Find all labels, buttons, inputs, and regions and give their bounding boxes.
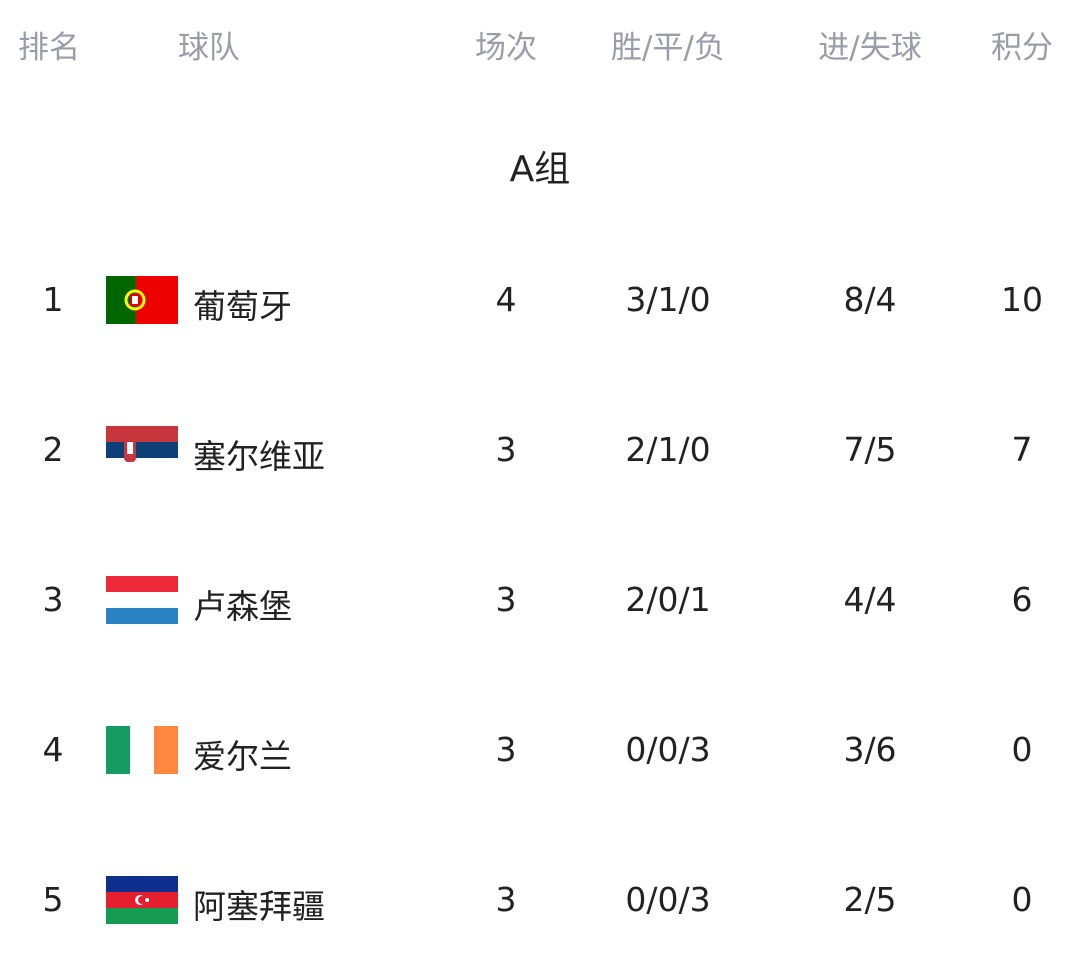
points: 6: [1011, 580, 1033, 619]
points: 7: [1011, 430, 1033, 469]
table-row[interactable]: 1 葡萄牙 4 3/1/0 8/4 10: [0, 270, 1079, 330]
rank: 5: [42, 880, 64, 919]
points: 0: [1011, 880, 1033, 919]
goals: 7/5: [843, 430, 897, 469]
played: 3: [495, 580, 517, 619]
header-wdl: 胜/平/负: [611, 30, 725, 66]
rank: 4: [42, 730, 64, 769]
header-played: 场次: [475, 30, 537, 66]
rank: 2: [42, 430, 64, 469]
team-name[interactable]: 葡萄牙: [193, 287, 292, 326]
azerbaijan-flag-icon: [106, 876, 178, 924]
team-name[interactable]: 阿塞拜疆: [193, 887, 325, 926]
table-row[interactable]: 2 塞尔维亚 3 2/1/0 7/5 7: [0, 420, 1079, 480]
team-name[interactable]: 卢森堡: [193, 587, 292, 626]
luxembourg-flag-icon: [106, 576, 178, 624]
goals: 3/6: [843, 730, 897, 769]
goals: 8/4: [843, 280, 897, 319]
ireland-flag-icon: [106, 726, 178, 774]
win-draw-loss: 0/0/3: [625, 880, 711, 919]
group-title: A组: [509, 149, 571, 190]
goals: 4/4: [843, 580, 897, 619]
points: 10: [1001, 280, 1043, 319]
header-points: 积分: [991, 30, 1053, 66]
rank: 3: [42, 580, 64, 619]
rank: 1: [42, 280, 64, 319]
win-draw-loss: 2/0/1: [625, 580, 711, 619]
win-draw-loss: 0/0/3: [625, 730, 711, 769]
points: 0: [1011, 730, 1033, 769]
played: 3: [495, 430, 517, 469]
header-rank: 排名: [18, 30, 80, 66]
table-row[interactable]: 3 卢森堡 3 2/0/1 4/4 6: [0, 570, 1079, 630]
goals: 2/5: [843, 880, 897, 919]
header-goals: 进/失球: [818, 30, 922, 66]
played: 4: [495, 280, 517, 319]
portugal-flag-icon: [106, 276, 178, 324]
header-team: 球队: [178, 30, 240, 66]
serbia-flag-icon: [106, 426, 178, 474]
played: 3: [495, 730, 517, 769]
table-row[interactable]: 5 阿塞拜疆 3 0/0/3 2/5 0: [0, 870, 1079, 930]
team-name[interactable]: 爱尔兰: [193, 737, 292, 776]
team-name[interactable]: 塞尔维亚: [193, 437, 325, 476]
win-draw-loss: 3/1/0: [625, 280, 711, 319]
played: 3: [495, 880, 517, 919]
table-row[interactable]: 4 爱尔兰 3 0/0/3 3/6 0: [0, 720, 1079, 780]
win-draw-loss: 2/1/0: [625, 430, 711, 469]
